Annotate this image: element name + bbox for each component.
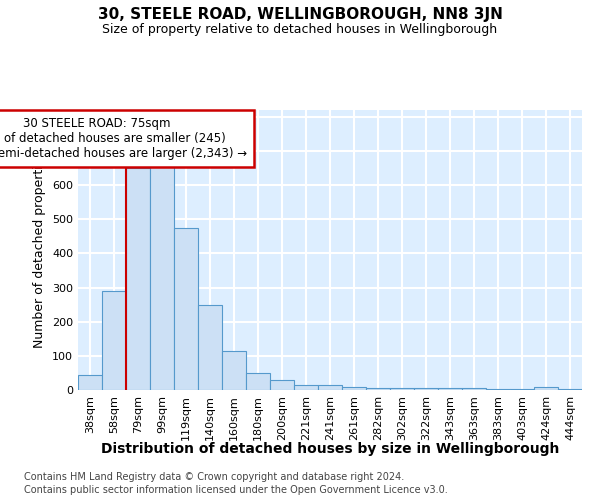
Bar: [150, 163, 174, 390]
Bar: [414, 388, 438, 390]
Text: Contains HM Land Registry data © Crown copyright and database right 2024.: Contains HM Land Registry data © Crown c…: [24, 472, 404, 482]
Text: Contains public sector information licensed under the Open Government Licence v3: Contains public sector information licen…: [24, 485, 448, 495]
Text: Size of property relative to detached houses in Wellingborough: Size of property relative to detached ho…: [103, 22, 497, 36]
Bar: [222, 352, 246, 390]
Text: 30, STEELE ROAD, WELLINGBOROUGH, NN8 3JN: 30, STEELE ROAD, WELLINGBOROUGH, NN8 3JN: [98, 8, 502, 22]
Bar: [438, 388, 462, 390]
Bar: [486, 389, 510, 390]
Bar: [126, 168, 150, 390]
Bar: [270, 380, 294, 390]
Bar: [78, 374, 102, 390]
Bar: [390, 388, 414, 390]
Bar: [102, 291, 126, 390]
Bar: [510, 389, 534, 390]
Bar: [198, 304, 222, 390]
Bar: [462, 388, 486, 390]
Bar: [246, 373, 270, 390]
Bar: [534, 388, 558, 390]
Bar: [294, 385, 318, 390]
Bar: [342, 386, 366, 390]
Bar: [366, 388, 390, 390]
Text: 30 STEELE ROAD: 75sqm
← 9% of detached houses are smaller (245)
90% of semi-deta: 30 STEELE ROAD: 75sqm ← 9% of detached h…: [0, 117, 247, 160]
Text: Distribution of detached houses by size in Wellingborough: Distribution of detached houses by size …: [101, 442, 559, 456]
Y-axis label: Number of detached properties: Number of detached properties: [34, 152, 46, 348]
Bar: [318, 385, 342, 390]
Bar: [174, 228, 198, 390]
Bar: [558, 389, 582, 390]
